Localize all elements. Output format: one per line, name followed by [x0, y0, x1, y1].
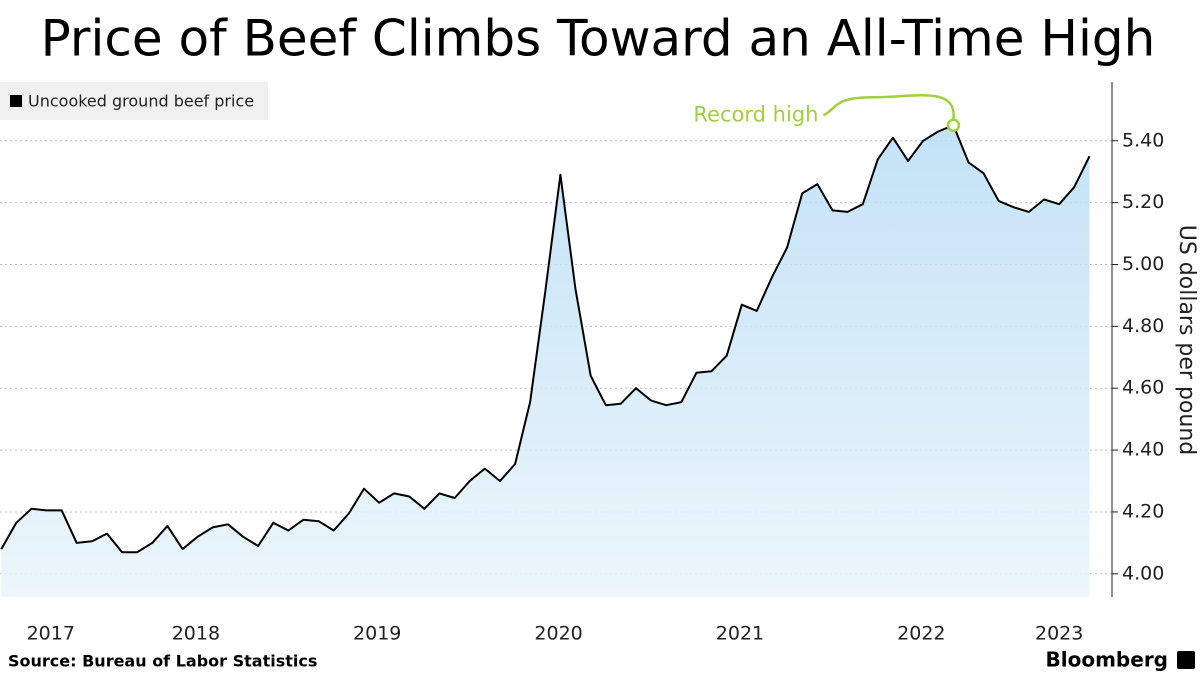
area-fill — [1, 125, 1090, 598]
legend-label: Uncooked ground beef price — [28, 92, 254, 111]
y-tick-label: 4.20 — [1122, 500, 1164, 522]
y-tick-label: 4.80 — [1122, 315, 1164, 337]
x-tick-label: 2018 — [172, 623, 220, 645]
x-tick-label: 2020 — [534, 623, 582, 645]
y-tick-label: 5.40 — [1122, 129, 1164, 151]
line — [0, 124, 1091, 554]
legend-box — [0, 82, 268, 120]
brand: Bloomberg — [1046, 648, 1168, 672]
annotation: Record high — [693, 102, 818, 126]
x-tick-label: 2022 — [897, 623, 945, 645]
x-tick-label: 2019 — [353, 623, 401, 645]
x-tick-label: 2017 — [27, 623, 75, 645]
chart-title: Price of Beef Climbs Toward an All-Time … — [41, 10, 1156, 68]
y-tick-label: 4.40 — [1122, 439, 1164, 461]
brand-icon — [1177, 651, 1195, 669]
legend-swatch — [10, 95, 22, 107]
y-tick-label: 4.00 — [1122, 562, 1164, 584]
annotation-line — [822, 94, 955, 120]
legend: Uncooked ground beef price — [0, 82, 268, 120]
plot: 4.00 4.20 4.40 4.60 4.80 5.00 5.20 5.40 2017 2018… — [0, 82, 1164, 645]
x-tick-label: 2021 — [716, 623, 764, 645]
y-axis-label: US dollars per pound — [1174, 225, 1199, 456]
x-tick-label: 2023 — [1035, 623, 1083, 645]
source: Source: Bureau of Labor Statistics — [8, 652, 317, 671]
y-tick-label: 4.60 — [1122, 377, 1164, 399]
annotation-marker — [946, 118, 961, 133]
y-tick-label: 5.20 — [1122, 191, 1164, 213]
y-tick-label: 5.00 — [1122, 253, 1164, 275]
